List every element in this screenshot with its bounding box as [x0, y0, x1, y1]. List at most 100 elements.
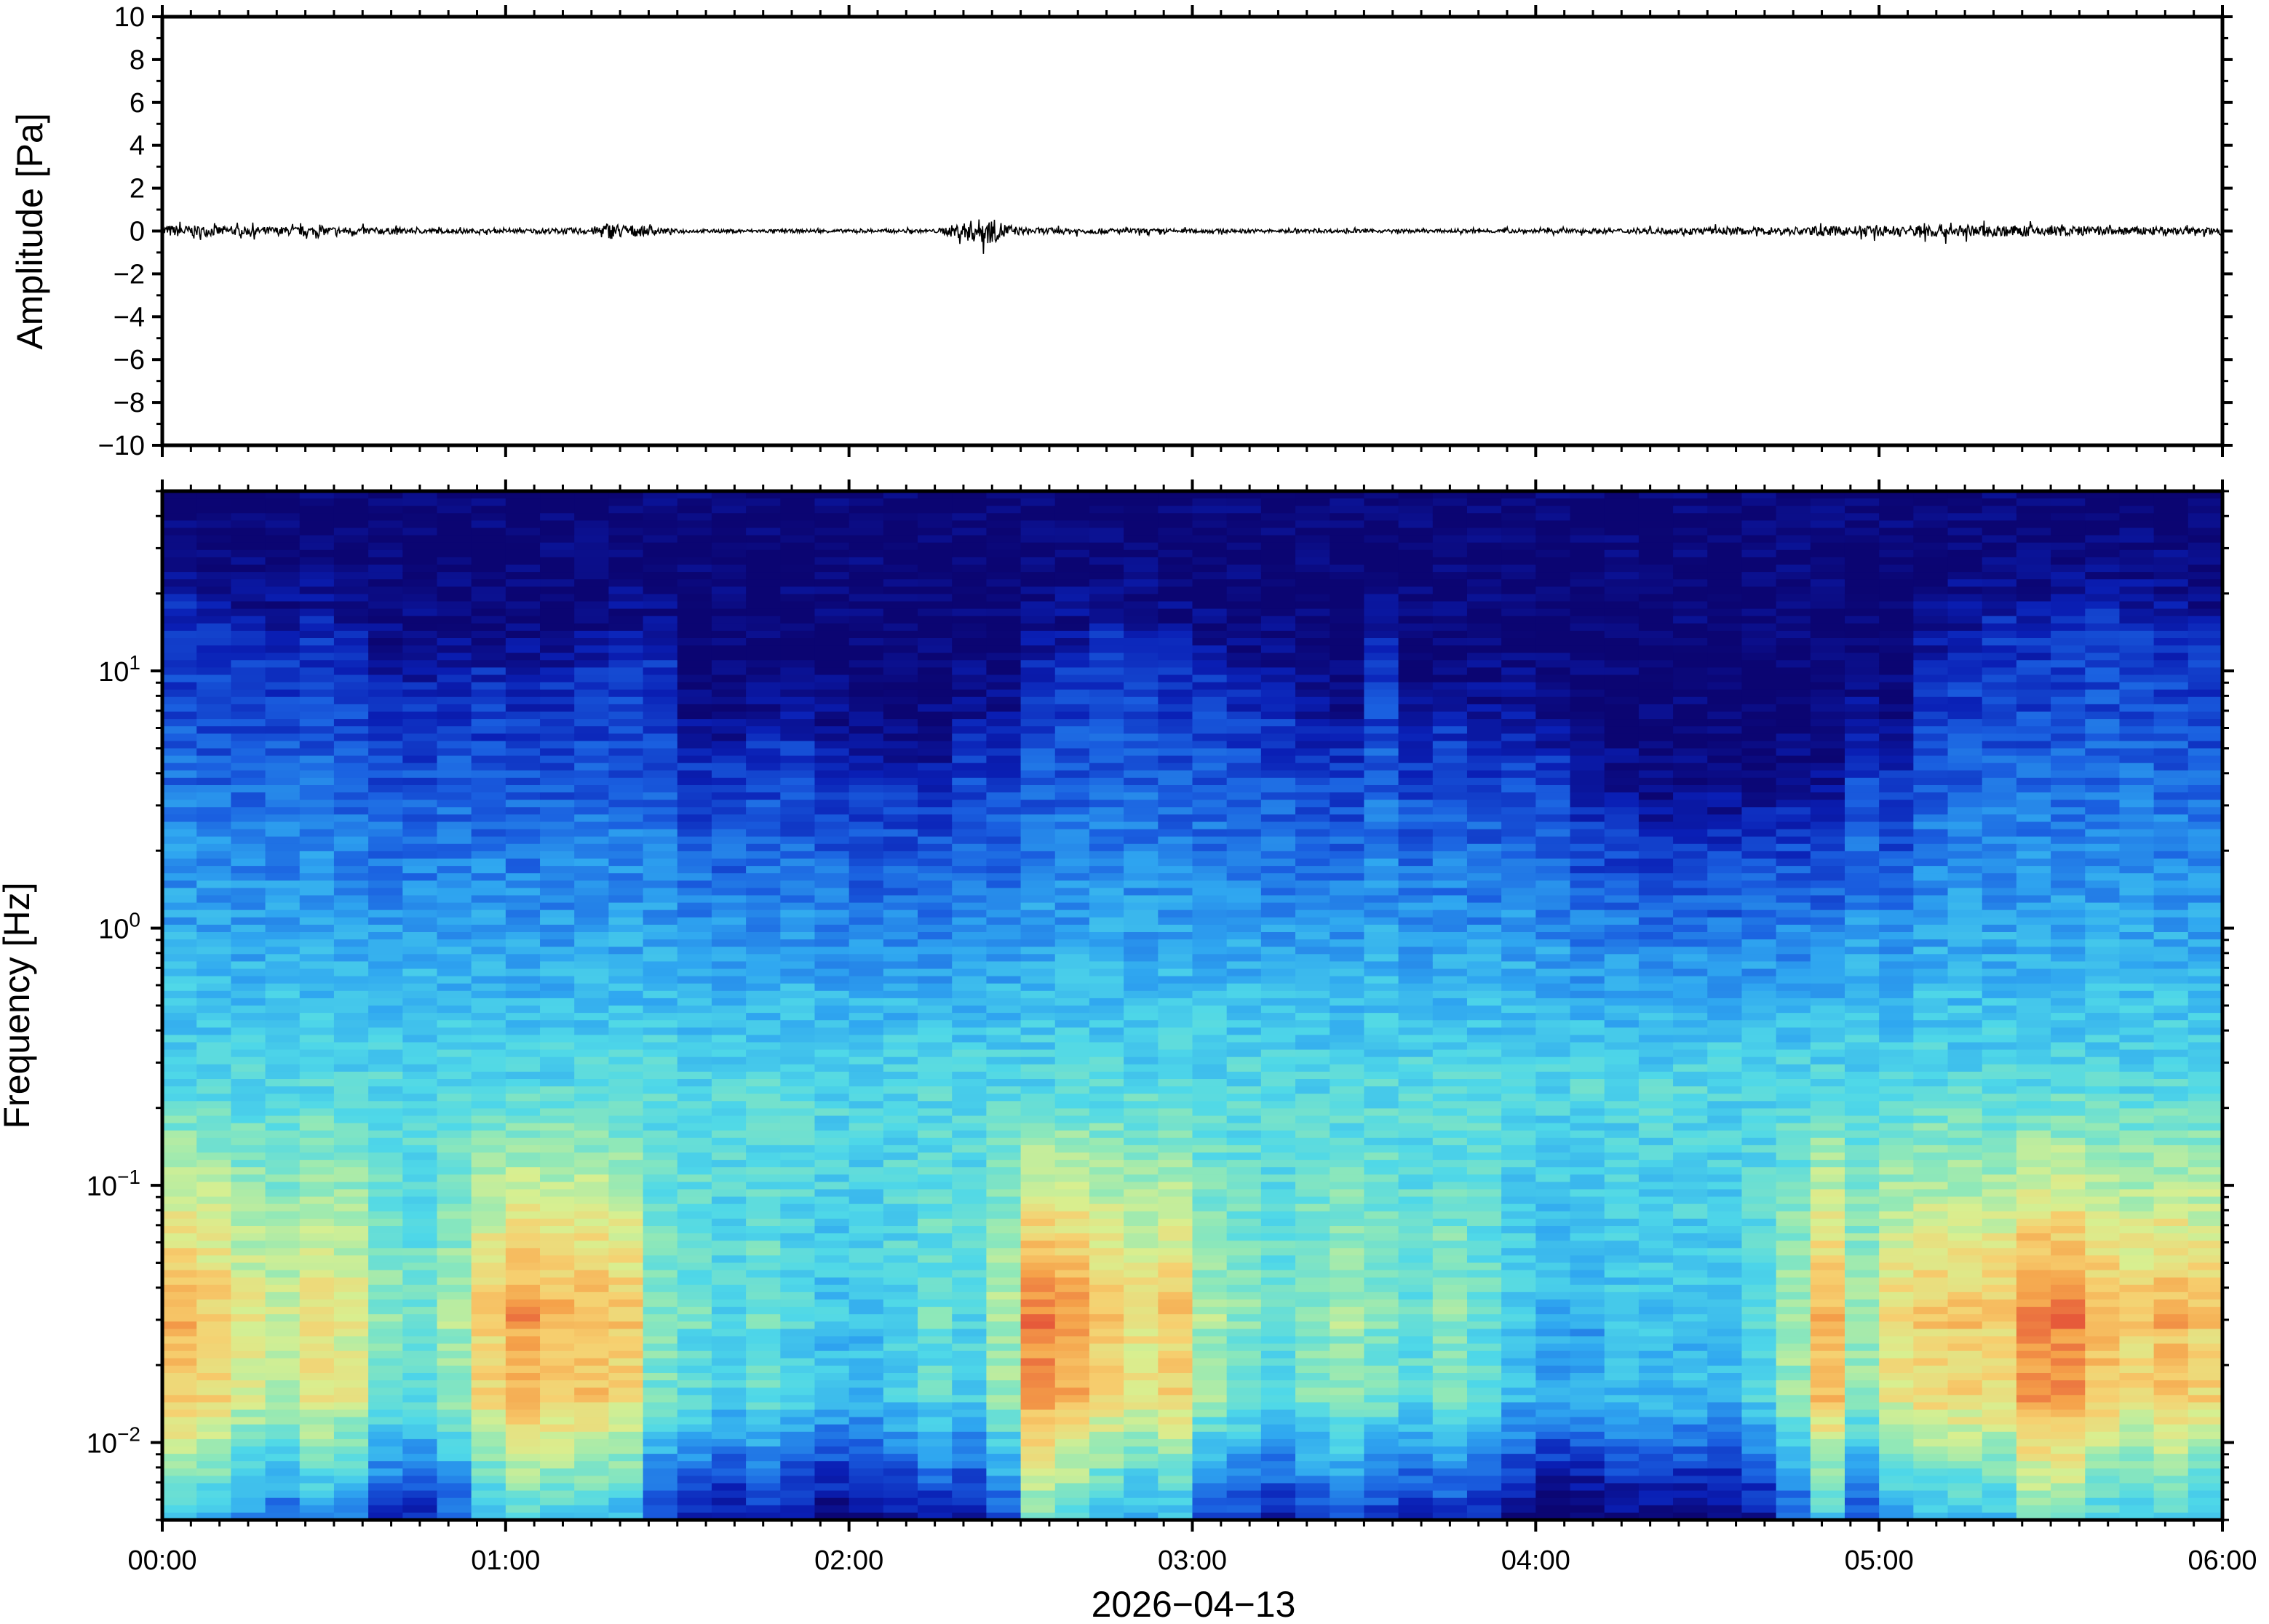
spectrogram-cell: [540, 1056, 575, 1065]
spectrogram-cell: [1226, 520, 1262, 529]
spectrogram-cell: [677, 1291, 712, 1300]
spectrogram-cell: [849, 594, 884, 602]
spectrogram-cell: [574, 549, 609, 558]
spectrogram-cell: [883, 1438, 918, 1447]
spectrogram-cell: [1020, 829, 1056, 837]
spectrogram-cell: [196, 506, 231, 514]
spectrogram-cell: [883, 866, 918, 874]
spectrogram-cell: [918, 623, 953, 632]
spectrogram-cell: [711, 976, 747, 984]
spectrogram-cell: [1124, 528, 1159, 536]
spectrogram-cell: [1089, 660, 1124, 668]
spectrogram-cell: [643, 1145, 678, 1153]
spectrogram-cell: [505, 866, 541, 874]
spectrogram-cell: [1054, 748, 1090, 757]
spectrogram-cell: [643, 866, 678, 874]
spectrogram-cell: [333, 586, 369, 594]
spectrogram-cell: [574, 1108, 609, 1117]
spectrogram-cell: [1158, 1424, 1193, 1433]
spectrogram-cell: [1020, 1336, 1056, 1345]
spectrogram-cell: [986, 1115, 1022, 1124]
spectrogram-cell: [540, 1343, 575, 1352]
spectrogram-cell: [265, 1160, 301, 1168]
spectrogram-cell: [368, 594, 403, 602]
spectrogram-cell: [711, 616, 747, 624]
spectrogram-cell: [711, 983, 747, 992]
spectrogram-cell: [608, 947, 644, 955]
spectrogram-cell: [677, 1483, 712, 1492]
spectrogram-cell: [1192, 1262, 1228, 1271]
spectrogram-cell: [643, 1350, 678, 1359]
spectrogram-cell: [162, 1284, 197, 1293]
spectrogram-cell: [952, 1203, 987, 1212]
spectrogram-cell: [574, 873, 609, 881]
spectrogram-cell: [711, 1321, 747, 1329]
spectrogram-cell: [952, 814, 987, 823]
spectrogram-cell: [918, 1284, 953, 1293]
spectrogram-cell: [1158, 712, 1193, 720]
spectrogram-cell: [986, 763, 1022, 771]
spectrogram-cell: [780, 1094, 816, 1102]
spectrogram-cell: [1192, 1218, 1228, 1227]
spectrogram-cell: [883, 932, 918, 940]
spectrogram-cell: [1226, 873, 1262, 881]
spectrogram-cell: [814, 1035, 850, 1043]
spectrogram-cell: [1020, 909, 1056, 918]
spectrogram-cell: [814, 1409, 850, 1418]
spectrogram-cell: [1054, 792, 1090, 800]
spectrogram-cell: [1054, 1483, 1090, 1492]
spectrogram-cell: [196, 1071, 231, 1080]
spectrogram-cell: [437, 1343, 472, 1352]
spectrogram-cell: [1124, 586, 1159, 594]
spectrogram-cell: [780, 932, 816, 940]
spectrogram-cell: [677, 873, 712, 881]
spectrogram-cell: [883, 1189, 918, 1198]
spectrogram-cell: [1124, 1160, 1159, 1168]
spectrogram-cell: [162, 983, 197, 992]
spectrogram-cell: [780, 608, 816, 617]
spectrogram-cell: [643, 1299, 678, 1307]
spectrogram-cell: [231, 535, 266, 544]
spectrogram-cell: [1192, 1137, 1228, 1146]
spectrogram-cell: [231, 616, 266, 624]
spectrogram-cell: [986, 748, 1022, 757]
spectrogram-cell: [677, 1454, 712, 1462]
spectrogram-cell: [162, 1196, 197, 1205]
spectrogram-cell: [196, 726, 231, 734]
spectrogram-cell: [918, 1446, 953, 1454]
spectrogram-cell: [1260, 528, 1296, 536]
spectrogram-cell: [471, 859, 506, 867]
spectrogram-cell: [608, 733, 644, 741]
spectrogram-cell: [368, 1438, 403, 1447]
spectrogram-cell: [986, 1071, 1022, 1080]
spectrogram-cell: [814, 579, 850, 587]
spectrogram-cell: [574, 667, 609, 676]
spectrogram-cell: [849, 954, 884, 962]
spectrogram-cell: [505, 498, 541, 506]
spectrogram-cell: [780, 1512, 816, 1520]
spectrogram-cell: [540, 1417, 575, 1425]
spectrogram-cell: [1295, 1365, 1330, 1374]
spectrogram-cell: [402, 1336, 438, 1345]
spectrogram-cell: [540, 1248, 575, 1256]
spectrogram-cell: [1054, 1020, 1090, 1028]
spectrogram-cell: [814, 829, 850, 837]
spectrogram-cell: [1089, 506, 1124, 514]
spectrogram-cell: [1089, 667, 1124, 676]
spectrogram-cell: [814, 843, 850, 852]
spectrogram-cell: [1192, 924, 1228, 933]
spectrogram-cell: [1330, 535, 1365, 544]
spectrogram-cell: [883, 579, 918, 587]
spectrogram-cell: [986, 1262, 1022, 1271]
spectrogram-cell: [1192, 1123, 1228, 1131]
spectrogram-cell: [1260, 851, 1296, 859]
spectrogram-cell: [540, 829, 575, 837]
spectrogram-cell: [1124, 1380, 1159, 1388]
spectrogram-cell: [711, 1211, 747, 1219]
spectrogram-cell: [1054, 1380, 1090, 1388]
spectrogram-cell: [1330, 616, 1365, 624]
spectrogram-cell: [986, 513, 1022, 521]
spectrogram-cell: [402, 1446, 438, 1454]
spectrogram-cell: [196, 1314, 231, 1322]
spectrogram-cell: [1158, 1013, 1193, 1021]
